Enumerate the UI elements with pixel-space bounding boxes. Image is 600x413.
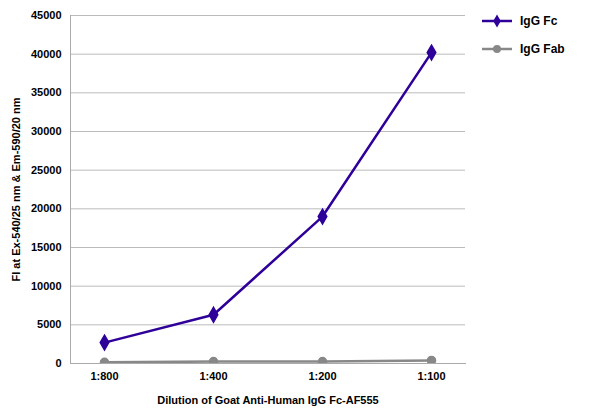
svg-text:35000: 35000 [31, 86, 62, 98]
html-text:IgG Fc: IgG Fc [520, 14, 558, 28]
svg-text:Dilution of Goat Anti-Human Ig: Dilution of Goat Anti-Human IgG Fc-AF555 [157, 394, 378, 406]
svg-text:10000: 10000 [31, 280, 62, 292]
html-text:IgG Fab: IgG Fab [520, 42, 565, 56]
svg-text:1:100: 1:100 [417, 370, 445, 382]
svg-text:30000: 30000 [31, 125, 62, 137]
svg-text:1:800: 1:800 [90, 370, 118, 382]
svg-text:FI at Ex-540/25 nm & Em-590/20: FI at Ex-540/25 nm & Em-590/20 nm [10, 97, 22, 281]
svg-text:1:200: 1:200 [308, 370, 336, 382]
svg-text:40000: 40000 [31, 48, 62, 60]
svg-text:5000: 5000 [37, 318, 61, 330]
svg-text:45000: 45000 [31, 9, 62, 21]
svg-text:0: 0 [55, 357, 61, 369]
svg-text:1:400: 1:400 [199, 370, 227, 382]
svg-text:15000: 15000 [31, 241, 62, 253]
svg-text:25000: 25000 [31, 164, 62, 176]
svg-text:20000: 20000 [31, 202, 62, 214]
